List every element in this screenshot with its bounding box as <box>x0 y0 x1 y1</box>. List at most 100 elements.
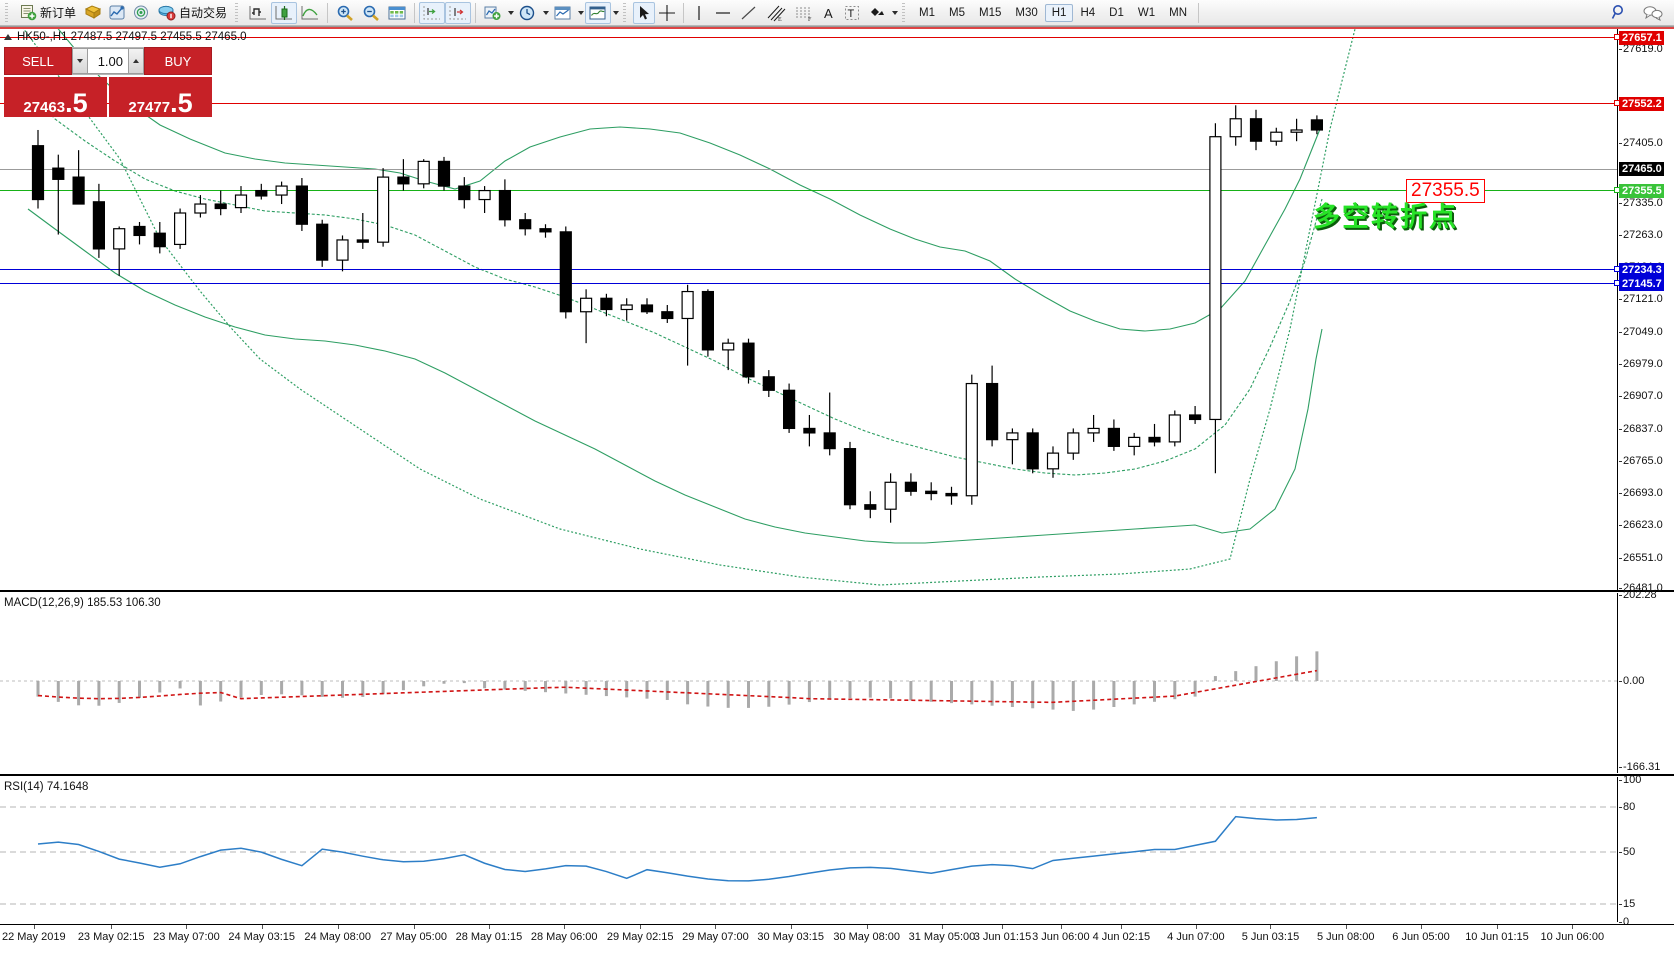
chart-template-dropdown-arrow[interactable] <box>611 2 620 24</box>
timeframe-m15[interactable]: M15 <box>979 6 1002 19</box>
market-watch-button[interactable] <box>105 2 129 24</box>
time-axis-label: 29 May 07:00 <box>682 931 749 943</box>
rsi-pane[interactable] <box>0 777 1618 922</box>
toolbar-grip-4[interactable] <box>902 2 910 23</box>
equidistant-channel-button[interactable]: E <box>762 2 790 24</box>
chart-template-active-button[interactable] <box>585 1 612 24</box>
price-tag-27657[interactable]: 27657.1 <box>1619 31 1664 45</box>
one-click-trading-panel[interactable]: SELL 1.00 BUY 27463 .5 27477 .5 <box>4 47 212 117</box>
arrows-button[interactable] <box>864 2 890 24</box>
auto-scroll-button[interactable] <box>445 1 472 24</box>
hline-27657[interactable] <box>0 37 1617 38</box>
time-axis-tick <box>1060 925 1062 929</box>
time-axis-label: 30 May 08:00 <box>833 931 900 943</box>
timeframe-h4[interactable]: H4 <box>1080 6 1096 19</box>
vertical-line-button[interactable] <box>688 2 710 24</box>
chart-text-annotation[interactable]: 多空转折点 <box>1313 202 1458 233</box>
auto-trading-button[interactable]: 自动交易 <box>153 2 232 24</box>
arrows-icon <box>871 7 885 16</box>
timeframe-w1[interactable]: W1 <box>1137 6 1156 19</box>
bar-chart-button[interactable] <box>245 2 271 24</box>
chart-template-icon <box>589 6 606 19</box>
candle-body <box>458 185 471 201</box>
macd-pane[interactable] <box>0 593 1618 773</box>
chart-symbol-ohlc-text: HK50-,H1 27487.5 27497.5 27455.5 27465.0 <box>17 31 247 43</box>
timeframe-mn[interactable]: MN <box>1169 6 1187 19</box>
timeframe-m5[interactable]: M5 <box>949 6 965 19</box>
profiles-button[interactable] <box>81 2 105 24</box>
hline-27145[interactable] <box>0 283 1617 284</box>
timeframe-d1[interactable]: D1 <box>1109 6 1124 19</box>
horizontal-line-button[interactable] <box>710 2 736 24</box>
toolbar-grip-2[interactable] <box>235 2 243 23</box>
candle-body <box>377 176 390 243</box>
navigator-button[interactable] <box>129 2 153 24</box>
volume-increase-button[interactable] <box>128 48 144 74</box>
new-order-button[interactable]: 新订单 <box>15 2 81 24</box>
search-button[interactable] <box>1608 2 1630 24</box>
svg-text:F: F <box>808 17 812 22</box>
timeframe-m30[interactable]: M30 <box>1015 6 1038 19</box>
horizontal-line-icon <box>716 11 731 14</box>
candle-body <box>133 225 146 237</box>
volume-value[interactable]: 1.00 <box>88 48 128 74</box>
trendline-button[interactable] <box>736 2 762 24</box>
text-label-button[interactable]: T <box>840 2 864 24</box>
periods-dropdown-arrow[interactable] <box>541 2 550 24</box>
templates-button[interactable] <box>550 2 576 24</box>
price-tag-27355[interactable]: 27355.5 <box>1619 184 1664 198</box>
toolbar-grip[interactable] <box>5 2 12 23</box>
candle-body <box>1067 432 1080 454</box>
chart-expand-icon[interactable] <box>4 34 12 40</box>
sell-price[interactable]: 27463 .5 <box>4 77 107 117</box>
zoom-out-button[interactable] <box>358 2 384 24</box>
price-tag-27552[interactable]: 27552.2 <box>1619 97 1664 111</box>
buy-button[interactable]: BUY <box>144 47 212 75</box>
chat-button[interactable] <box>1640 2 1666 24</box>
candle-body <box>945 492 958 497</box>
hline-27234[interactable] <box>0 269 1617 270</box>
pane-divider-macd[interactable] <box>0 590 1674 592</box>
shift-chart-button[interactable] <box>419 1 446 24</box>
candle-body <box>153 232 166 248</box>
chart-symbol-header: HK50-,H1 27487.5 27497.5 27455.5 27465.0 <box>4 31 247 43</box>
volume-decrease-button[interactable] <box>72 48 88 74</box>
text-button[interactable]: A <box>818 2 840 24</box>
chart-window[interactable]: 27355.5 多空转折点 HK50-,H1 27487.5 27497.5 2… <box>0 26 1674 954</box>
macd-chart-svg <box>0 651 1617 711</box>
candle-body <box>579 297 593 313</box>
timeframe-h1[interactable]: H1 <box>1044 3 1074 22</box>
crosshair-button[interactable] <box>655 2 679 24</box>
time-axis-tick <box>1121 925 1123 929</box>
pane-divider-rsi[interactable] <box>0 774 1674 776</box>
data-window-button[interactable] <box>384 2 410 24</box>
cursor-button[interactable] <box>633 1 656 24</box>
zoom-in-button[interactable] <box>332 2 358 24</box>
time-axis-label: 10 Jun 06:00 <box>1540 931 1605 943</box>
candle-body <box>1209 136 1222 421</box>
toolbar-grip-3[interactable] <box>623 2 631 23</box>
indicators-button[interactable] <box>480 2 506 24</box>
fibonacci-button[interactable]: F <box>790 2 818 24</box>
time-axis-label: 28 May 06:00 <box>530 931 598 943</box>
price-scale[interactable]: 27619.0 27405.0 27335.0 27263.0 27191.0 … <box>1614 29 1674 594</box>
candlestick-chart-button[interactable] <box>271 1 298 24</box>
price-tag-27234[interactable]: 27234.3 <box>1619 263 1664 277</box>
sell-button[interactable]: SELL <box>4 47 72 75</box>
candle-body <box>1006 432 1019 441</box>
templates-dropdown-arrow[interactable] <box>576 2 585 24</box>
arrows-dropdown-arrow[interactable] <box>890 2 899 24</box>
line-chart-button[interactable] <box>297 2 323 24</box>
rsi-line <box>37 815 1317 882</box>
candle-body <box>316 223 329 261</box>
price-pane[interactable]: 27355.5 多空转折点 <box>0 29 1618 590</box>
price-label-box[interactable]: 27355.5 <box>1406 179 1485 203</box>
periods-button[interactable] <box>515 2 541 24</box>
hline-27552[interactable] <box>0 103 1617 104</box>
buy-price[interactable]: 27477 .5 <box>109 77 212 117</box>
timeframe-m1[interactable]: M1 <box>919 6 936 19</box>
price-tag-27145[interactable]: 27145.7 <box>1619 277 1664 291</box>
indicators-dropdown-arrow[interactable] <box>506 2 515 24</box>
hline-27355[interactable] <box>0 190 1617 191</box>
volume-stepper[interactable]: 1.00 <box>72 47 144 75</box>
